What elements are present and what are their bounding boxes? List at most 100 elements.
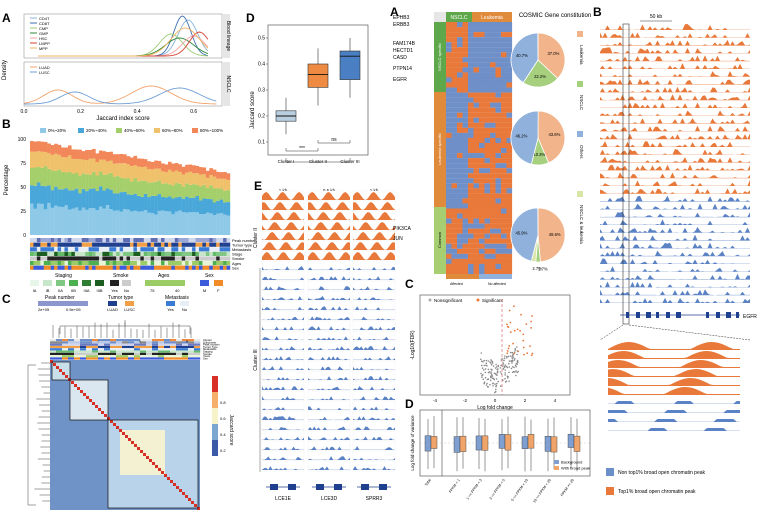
track-cell — [64, 238, 69, 243]
bar-segment — [136, 211, 141, 235]
legend-label: Background — [561, 460, 582, 465]
heatmap-cell — [446, 158, 452, 164]
signal-track — [600, 242, 750, 249]
legend-title: Ages — [158, 273, 170, 279]
heatmap-cell — [468, 258, 474, 264]
bar-segment — [178, 164, 182, 172]
track-cell — [150, 238, 155, 243]
nonsig-point — [500, 373, 503, 375]
heatmap-cell — [451, 122, 458, 128]
legend-title: Tumor type — [108, 295, 133, 301]
legend-label: CD8T — [39, 21, 50, 26]
heatmap-cell — [484, 107, 491, 113]
bar-segment — [67, 171, 72, 191]
bar-segment — [164, 172, 169, 184]
track-cell — [112, 247, 117, 252]
heatmap-cell — [473, 193, 480, 199]
bar-segment — [74, 188, 79, 208]
track-cell — [92, 352, 99, 355]
track-cell — [98, 355, 105, 358]
heatmap-diagonal-cell — [62, 372, 65, 375]
track-cell — [30, 238, 34, 243]
legend-swatch — [108, 301, 117, 306]
track-cell — [123, 238, 127, 243]
track-cell — [164, 345, 171, 349]
track-cell — [140, 247, 144, 252]
x-tick-label: 0.2 — [77, 109, 84, 115]
heatmap-cell — [495, 203, 502, 209]
bar-segment — [54, 143, 58, 154]
facet-strip — [222, 14, 230, 58]
heatmap-cell — [490, 258, 496, 264]
track-cell — [74, 357, 81, 360]
nonsig-point — [495, 378, 498, 380]
legend-label: Nonsignificant — [434, 298, 463, 303]
heatmap-cell — [490, 213, 496, 219]
heatmap-cell — [484, 228, 491, 234]
heatmap-cell — [484, 218, 491, 224]
bar-segment — [143, 159, 148, 167]
bar-segment — [88, 149, 93, 159]
heatmap-cell — [451, 62, 458, 68]
track-label: Peak number — [232, 238, 256, 243]
heatmap-diagonal-cell — [80, 390, 83, 393]
bar-segment — [202, 184, 207, 199]
track-cell — [64, 265, 69, 270]
track-row — [261, 460, 305, 472]
track-cell — [81, 251, 86, 256]
heatmap-cell — [468, 72, 474, 78]
bar-segment — [133, 193, 138, 211]
axis-label-percentage: Percentage — [4, 164, 10, 195]
signal-peak — [262, 456, 304, 460]
bar-segment — [161, 197, 165, 211]
heatmap-diagonal-cell — [98, 408, 101, 411]
bar-segment — [195, 165, 200, 174]
track-cell — [33, 265, 38, 270]
sig-point — [513, 352, 515, 355]
axis-label-density: Density — [2, 60, 8, 80]
track-cell — [226, 261, 231, 266]
track-cell — [205, 265, 210, 270]
track-cell — [33, 238, 38, 243]
heatmap-cell — [506, 42, 513, 48]
heatmap-cell — [490, 52, 496, 58]
track-cell — [152, 343, 159, 346]
heatmap-cell — [468, 112, 474, 118]
track-cell — [152, 339, 159, 342]
signal-track-top — [600, 110, 750, 116]
bar-segment — [130, 157, 134, 167]
heatmap-cell — [446, 198, 452, 204]
bar-segment — [95, 210, 100, 235]
track-cell — [140, 355, 147, 358]
heatmap-cell — [446, 153, 452, 159]
heatmap-cell — [501, 72, 507, 78]
track-row — [307, 400, 351, 412]
heatmap-cell — [457, 97, 463, 103]
nonsig-point — [504, 364, 507, 367]
track-cell — [188, 265, 193, 270]
track-cell — [110, 357, 117, 360]
track-row — [352, 360, 396, 372]
bar-segment — [198, 174, 203, 187]
heatmap-cell — [484, 173, 491, 179]
heatmap-cell — [501, 42, 507, 48]
zoom-track — [608, 401, 740, 404]
heatmap-cell — [479, 238, 485, 244]
track-cell — [140, 350, 147, 353]
bar-segment — [119, 163, 124, 178]
bar-segment — [140, 180, 144, 197]
heatmap-cell — [473, 52, 480, 58]
heatmap-cell — [484, 158, 491, 164]
bar-segment — [126, 194, 131, 210]
signal-track — [600, 250, 750, 257]
bar-segment — [198, 186, 203, 201]
heatmap-cell — [501, 153, 507, 159]
track-cell — [171, 256, 176, 261]
signal-track-top — [600, 118, 750, 124]
heatmap-cell — [490, 127, 496, 133]
heatmap-cell — [490, 233, 496, 239]
heatmap-cell — [451, 158, 458, 164]
nonsig-point — [504, 377, 506, 380]
track-cell — [136, 265, 141, 270]
